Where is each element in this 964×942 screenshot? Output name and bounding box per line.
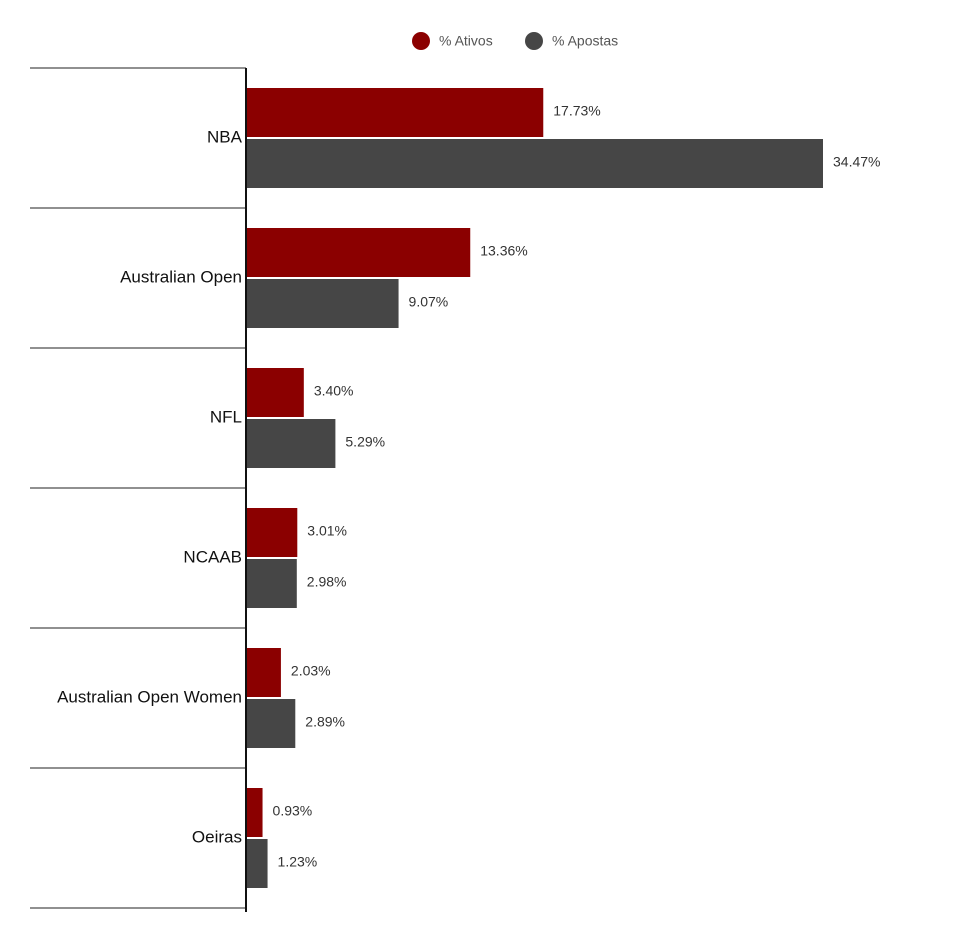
bar [247,699,296,748]
value-label: 2.98% [307,574,347,590]
value-label: 0.93% [273,803,313,819]
value-label: 9.07% [409,294,449,310]
legend-label: % Apostas [552,33,618,49]
value-label: 2.89% [305,714,345,730]
bar [247,559,297,608]
bar [247,419,336,468]
bar [247,788,263,837]
value-label: 1.23% [278,854,318,870]
value-label: 2.03% [291,663,331,679]
value-label: 17.73% [553,103,600,119]
category-label: Australian Open [120,267,242,286]
bar [247,228,471,277]
category-label: Australian Open Women [57,687,242,706]
bar [247,508,298,557]
bar [247,368,304,417]
category-label: Oeiras [192,827,242,846]
bar [247,88,544,137]
value-label: 3.40% [314,383,354,399]
category-label: NFL [210,407,242,426]
category-label: NCAAB [183,547,242,566]
value-label: 3.01% [307,523,347,539]
bar [247,648,281,697]
bar [247,279,399,328]
category-label: NBA [207,127,243,146]
value-label: 34.47% [833,154,880,170]
bar [247,139,823,188]
value-label: 13.36% [480,243,527,259]
legend-label: % Ativos [439,33,493,49]
value-label: 5.29% [345,434,385,450]
legend-swatch [412,32,430,50]
bar [247,839,268,888]
legend-swatch [525,32,543,50]
